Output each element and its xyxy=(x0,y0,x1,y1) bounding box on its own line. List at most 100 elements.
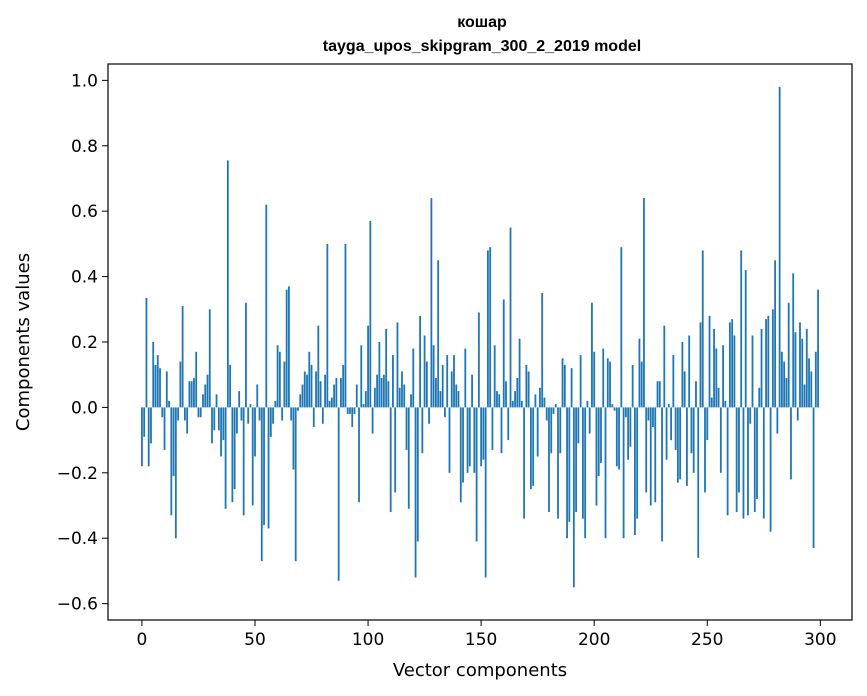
bar-127 xyxy=(428,407,431,424)
bar-35 xyxy=(220,407,222,457)
bar-268 xyxy=(747,407,749,516)
bar-73 xyxy=(306,374,308,408)
bar-263 xyxy=(735,407,738,513)
bar-171 xyxy=(527,371,530,408)
bar-57 xyxy=(269,407,272,437)
bar-245 xyxy=(695,381,697,408)
bar-60 xyxy=(276,345,279,408)
bar-29 xyxy=(206,374,209,408)
bar-25 xyxy=(197,407,200,418)
bar-169 xyxy=(523,407,525,519)
bar-183 xyxy=(554,404,557,408)
bar-40 xyxy=(231,407,234,503)
x-tick-label: 50 xyxy=(244,630,266,650)
bar-184 xyxy=(557,407,559,519)
bar-125 xyxy=(423,335,426,408)
bar-295 xyxy=(808,358,810,408)
bar-274 xyxy=(760,328,763,408)
bar-150 xyxy=(480,407,483,467)
bar-199 xyxy=(591,302,593,408)
bar-116 xyxy=(403,384,406,408)
bar-129 xyxy=(432,345,435,408)
bar-61 xyxy=(278,351,281,408)
bar-96 xyxy=(358,407,360,503)
bar-131 xyxy=(437,260,440,408)
bar-265 xyxy=(740,250,743,408)
bar-267 xyxy=(744,270,747,408)
bar-172 xyxy=(529,407,532,490)
bar-277 xyxy=(767,315,770,408)
bar-85 xyxy=(333,384,336,408)
bar-11 xyxy=(165,371,168,408)
bar-254 xyxy=(715,348,718,408)
bar-series xyxy=(141,86,819,588)
bar-292 xyxy=(801,338,804,408)
bar-126 xyxy=(425,361,428,408)
bar-176 xyxy=(539,387,541,408)
bar-155 xyxy=(491,407,494,450)
bar-2 xyxy=(145,297,148,408)
bar-253 xyxy=(713,328,715,408)
bar-251 xyxy=(708,315,711,408)
bar-213 xyxy=(622,407,625,539)
bar-77 xyxy=(315,371,317,408)
bar-134 xyxy=(444,407,446,418)
bar-64 xyxy=(285,289,288,408)
bar-136 xyxy=(448,407,451,473)
y-tick-label: 1.0 xyxy=(71,71,98,91)
bar-188 xyxy=(566,407,568,539)
bar-26 xyxy=(199,407,202,418)
bar-106 xyxy=(380,377,383,408)
bar-214 xyxy=(624,407,627,418)
bar-153 xyxy=(487,250,489,408)
bar-104 xyxy=(376,374,379,408)
bar-12 xyxy=(168,400,170,408)
bar-128 xyxy=(430,198,433,408)
bar-164 xyxy=(511,400,514,408)
bar-27 xyxy=(202,394,204,408)
bar-93 xyxy=(351,407,354,428)
bar-72 xyxy=(303,371,306,408)
bar-151 xyxy=(482,407,485,460)
bar-271 xyxy=(753,407,756,513)
y-tick-label: 0.8 xyxy=(71,137,98,157)
bar-65 xyxy=(288,286,290,408)
bar-286 xyxy=(787,302,790,408)
bar-83 xyxy=(328,400,331,408)
bar-180 xyxy=(548,407,550,513)
bar-51 xyxy=(256,384,259,408)
bar-156 xyxy=(493,345,496,408)
bar-14 xyxy=(172,407,175,477)
bar-294 xyxy=(805,328,808,408)
bar-5 xyxy=(152,342,155,408)
bar-47 xyxy=(247,407,250,424)
bar-22 xyxy=(190,381,193,408)
bar-160 xyxy=(502,299,505,408)
bar-276 xyxy=(765,319,767,408)
bar-9 xyxy=(161,407,164,418)
bar-79 xyxy=(319,381,322,408)
bar-239 xyxy=(681,342,684,408)
bar-28 xyxy=(204,384,207,408)
bar-38 xyxy=(226,160,229,408)
bar-231 xyxy=(663,325,666,408)
bar-0 xyxy=(141,407,143,467)
bar-209 xyxy=(613,407,616,411)
bar-101 xyxy=(369,220,372,408)
bar-232 xyxy=(665,407,668,460)
bar-34 xyxy=(217,407,220,431)
bar-201 xyxy=(595,407,598,506)
bar-255 xyxy=(717,387,720,408)
bar-197 xyxy=(586,400,589,408)
bar-143 xyxy=(464,348,467,408)
bar-63 xyxy=(283,361,286,408)
bar-37 xyxy=(224,407,227,509)
bar-114 xyxy=(398,387,401,408)
bar-289 xyxy=(794,332,797,408)
bar-99 xyxy=(364,391,367,408)
bar-191 xyxy=(572,407,575,588)
bar-124 xyxy=(421,407,424,454)
bar-55 xyxy=(265,204,268,408)
bar-80 xyxy=(321,407,324,424)
